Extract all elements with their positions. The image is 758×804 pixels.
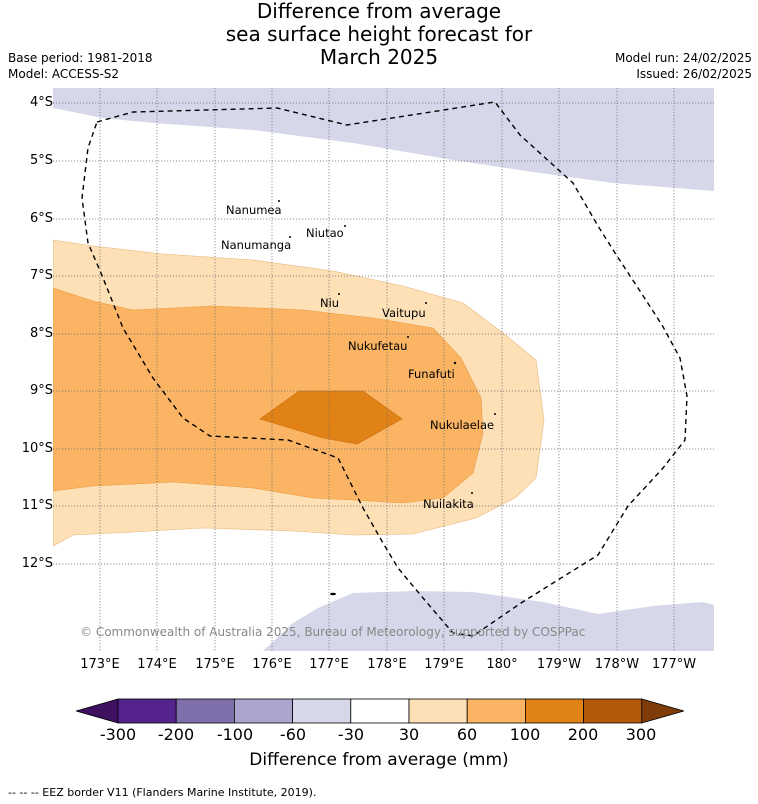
lon-label-178w: 178°W	[594, 657, 640, 672]
island-label-nukufetau: Nukufetau	[348, 339, 407, 353]
rotuma-dot	[330, 592, 336, 596]
colorbar-tick-8: 200	[567, 725, 599, 744]
colorbar-tick-3: -60	[279, 725, 307, 744]
island-dot-nanumea	[278, 200, 280, 202]
colorbar-swatch	[233, 698, 293, 724]
colorbar	[76, 698, 684, 724]
colorbar-swatch	[583, 698, 643, 724]
lon-label-180: 180°	[486, 657, 518, 672]
gridlines	[53, 88, 714, 651]
negative-region-south	[263, 591, 714, 651]
colorbar-tick-2: -100	[216, 725, 254, 744]
lat-label-5s: 5°S	[29, 153, 53, 168]
meta-left: Base period: 1981-2018 Model: ACCESS-S2	[8, 50, 153, 82]
island-label-nanumea: Nanumea	[226, 203, 282, 217]
colorbar-swatch	[117, 698, 177, 724]
island-label-nukulaelae: Nukulaelae	[430, 418, 494, 432]
colorbar-extend-high	[641, 698, 684, 724]
colorbar-swatch	[408, 698, 468, 724]
island-label-funafuti: Funafuti	[408, 367, 455, 381]
lat-label-6s: 6°S	[29, 211, 53, 226]
negative-region-north	[53, 88, 714, 191]
island-dot-niutao	[344, 225, 346, 227]
island-label-vaitupu: Vaitupu	[382, 306, 426, 320]
lat-label-4s: 4°S	[29, 95, 53, 110]
lat-label-11s: 11°S	[21, 498, 53, 513]
copyright-notice: © Commonwealth of Australia 2025, Bureau…	[80, 625, 585, 639]
colorbar-swatch	[524, 698, 584, 724]
lat-label-9s: 9°S	[29, 383, 53, 398]
island-label-nuilakita: Nuilakita	[423, 497, 474, 511]
colorbar-swatch	[292, 698, 352, 724]
lon-label-177w: 177°W	[651, 657, 697, 672]
title-line-1: Difference from average	[256, 0, 502, 23]
island-dot-funafuti	[453, 361, 457, 365]
island-dot-nukulaelae	[494, 413, 496, 415]
title-line-3: March 2025	[319, 45, 439, 69]
island-label-niu: Niu	[320, 296, 339, 310]
issued-date: Issued: 26/02/2025	[636, 67, 752, 81]
lon-label-179w: 179°W	[536, 657, 582, 672]
colorbar-swatches	[76, 698, 684, 724]
lon-label-176e: 176°E	[252, 657, 292, 672]
lon-label-174e: 174°E	[137, 657, 177, 672]
model-name: Model: ACCESS-S2	[8, 67, 120, 81]
island-labels: Nanumea Nanumanga Niutao Niu Vaitupu Nuk…	[221, 203, 494, 511]
map-panel: Nanumea Nanumanga Niutao Niu Vaitupu Nuk…	[53, 88, 714, 651]
island-dot-nukufetau	[407, 336, 409, 338]
colorbar-label: Difference from average (mm)	[249, 750, 509, 770]
map-title: Difference from average sea surface heig…	[0, 0, 758, 69]
lon-label-178e: 178°E	[367, 657, 407, 672]
eez-border	[81, 101, 688, 637]
colorbar-swatch	[175, 698, 235, 724]
colorbar-tick-4: -30	[337, 725, 365, 744]
colorbar-tick-0: -300	[99, 725, 137, 744]
colorbar-tick-9: 300	[625, 725, 657, 744]
lat-label-12s: 12°S	[21, 556, 53, 571]
eez-legend-footer: -- -- -- EEZ border V11 (Flanders Marine…	[8, 786, 317, 799]
island-markers	[278, 200, 496, 596]
colorbar-swatch	[350, 698, 410, 724]
colorbar-tick-5: 30	[398, 725, 420, 744]
meta-right: Model run: 24/02/2025 Issued: 26/02/2025	[615, 50, 752, 82]
lon-label-179e: 179°E	[424, 657, 464, 672]
colorbar-tick-7: 100	[509, 725, 541, 744]
colorbar-extend-low	[76, 698, 119, 724]
colorbar-tick-1: -200	[157, 725, 195, 744]
island-dot-niu	[338, 293, 340, 295]
island-dot-vaitupu	[425, 302, 427, 304]
lon-label-175e: 175°E	[195, 657, 235, 672]
title-line-2: sea surface height forecast for	[225, 22, 533, 46]
colorbar-tick-6: 60	[456, 725, 478, 744]
island-label-nanumanga: Nanumanga	[221, 238, 291, 252]
island-dot-nuilakita	[471, 492, 473, 494]
positive-region-60-100	[53, 287, 484, 504]
base-period: Base period: 1981-2018	[8, 51, 153, 65]
colorbar-swatch	[466, 698, 526, 724]
island-label-niutao: Niutao	[306, 226, 344, 240]
lat-label-7s: 7°S	[29, 268, 53, 283]
model-run: Model run: 24/02/2025	[614, 51, 752, 65]
lon-label-173e: 173°E	[80, 657, 120, 672]
island-dot-nanumanga	[289, 236, 291, 238]
lon-label-177e: 177°E	[309, 657, 349, 672]
lat-label-10s: 10°S	[21, 441, 53, 456]
lat-label-8s: 8°S	[29, 326, 53, 341]
